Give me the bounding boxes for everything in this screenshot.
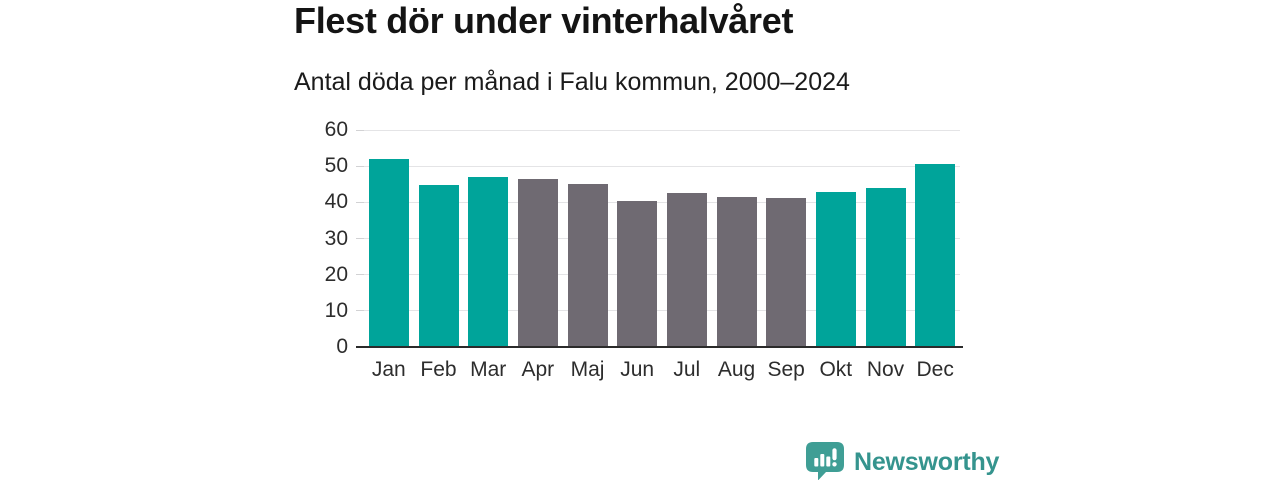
- x-tick-label-feb: Feb: [420, 358, 457, 381]
- x-axis-line: [356, 346, 963, 348]
- x-tick-label-aug: Aug: [717, 358, 756, 381]
- gridline-y40: [364, 201, 960, 203]
- x-tick-label-sep: Sep: [767, 358, 805, 381]
- y-tick-20: [356, 274, 364, 276]
- bar-jan: [368, 158, 409, 347]
- gridline-y20: [364, 274, 960, 276]
- y-tick-10: [356, 310, 364, 312]
- y-tick-label-10: 10: [324, 298, 348, 322]
- x-tick-label-jul: Jul: [673, 358, 701, 381]
- y-tick-60: [356, 129, 364, 131]
- x-tick-label-apr: Apr: [521, 358, 555, 381]
- y-tick-40: [356, 201, 364, 203]
- bar-jul: [666, 192, 707, 347]
- chart-subtitle: Antal döda per månad i Falu kommun, 2000…: [294, 68, 850, 96]
- gridline-y50: [364, 165, 960, 167]
- y-tick-label-60: 60: [324, 118, 348, 141]
- x-tick-label-jan: Jan: [371, 358, 406, 381]
- bar-jun: [617, 200, 658, 347]
- bar-maj: [567, 183, 608, 347]
- bar-aug: [716, 196, 757, 347]
- bar-feb: [418, 184, 459, 347]
- bar-nov: [865, 187, 906, 347]
- bar-chart-speech-bubble-icon: [806, 442, 846, 480]
- x-tick-label-nov: Nov: [866, 358, 905, 381]
- newsworthy-logo[interactable]: Newsworthy: [806, 442, 999, 480]
- x-tick-label-jun: Jun: [620, 358, 655, 381]
- y-tick-30: [356, 238, 364, 239]
- x-tick-label-dec: Dec: [916, 358, 954, 381]
- bar-dec: [915, 164, 956, 347]
- x-tick-label-okt: Okt: [819, 358, 853, 381]
- x-tick-label-mar: Mar: [470, 358, 507, 381]
- bar-mar: [468, 176, 509, 347]
- y-tick-50: [356, 165, 364, 167]
- y-tick-label-20: 20: [324, 262, 348, 286]
- y-tick-label-30: 30: [324, 226, 348, 250]
- gridline-y30: [364, 238, 960, 239]
- y-tick-label-50: 50: [324, 154, 348, 178]
- y-tick-label-40: 40: [324, 190, 348, 214]
- x-tick-label-maj: Maj: [570, 358, 605, 381]
- brand-name: Newsworthy: [854, 447, 1000, 476]
- bar-okt: [815, 191, 856, 347]
- chart-title: Flest dör under vinterhalvåret: [294, 0, 794, 41]
- y-tick-label-0: 0: [336, 335, 348, 358]
- bar-apr: [517, 178, 558, 347]
- bar-sep: [766, 198, 807, 347]
- gridline-y10: [364, 310, 960, 312]
- gridline-y60: [364, 129, 960, 131]
